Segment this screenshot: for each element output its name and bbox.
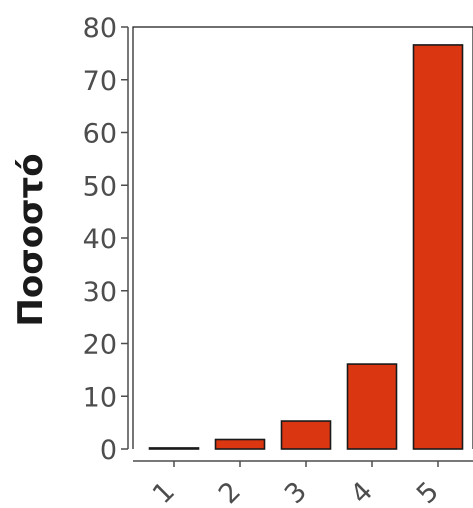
y-tick-label: 50	[83, 171, 117, 202]
y-tick-label: 70	[83, 66, 117, 97]
x-tick-label: 3	[279, 476, 313, 508]
bars	[148, 44, 464, 450]
bar-2	[214, 438, 266, 450]
y-tick-label: 80	[83, 13, 117, 44]
y-axis: 0 10 20 30 40 50 60 70 80	[83, 13, 129, 466]
bar-4	[346, 363, 398, 450]
x-tick-label: 2	[213, 476, 247, 508]
y-tick-label: 0	[100, 435, 117, 466]
bar-3	[280, 420, 332, 450]
y-tick-label: 60	[83, 119, 117, 150]
x-tick-label: 1	[147, 476, 181, 508]
bar-1	[148, 447, 200, 450]
y-axis-label: Ποσοστό	[11, 153, 51, 326]
chart-frame	[132, 26, 473, 449]
y-tick-label: 10	[83, 382, 117, 413]
y-tick-label: 20	[83, 330, 117, 361]
x-tick-label: 5	[411, 476, 445, 508]
x-tick-label: 4	[345, 476, 379, 508]
bar-5	[412, 44, 464, 450]
plot-border	[132, 26, 473, 449]
y-tick-label: 30	[83, 277, 117, 308]
y-tick-label: 40	[83, 224, 117, 255]
